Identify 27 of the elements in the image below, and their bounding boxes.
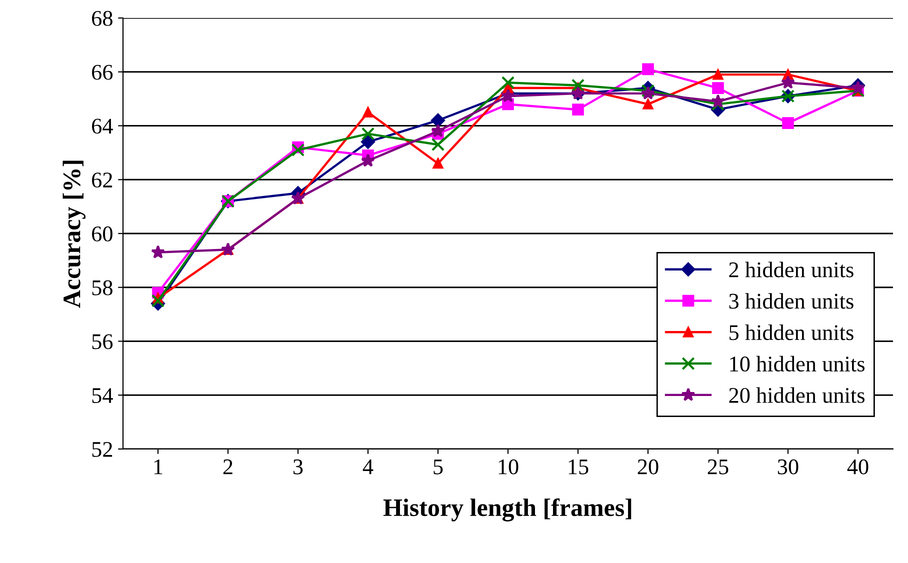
x-tick-label: 4 [362,460,374,474]
x-tick-label: 10 [498,459,518,474]
legend-label: 20 hidden units [729,387,864,403]
y-axis-title: Accuracy [%] [62,160,86,308]
y-tick-label: 66 [92,64,113,80]
y-tick-label: 62 [92,172,112,188]
y-tick-label: 64 [92,118,113,134]
y-tick-label: 68 [92,10,112,26]
y-tick-label: 58 [92,280,112,296]
x-tick-label: 3 [294,459,303,474]
legend-label: 3 hidden units [729,293,854,309]
x-tick-label: 40 [847,459,868,474]
x-axis-title: History length [frames] [383,498,632,522]
y-tick-label: 52 [92,442,112,457]
x-tick-label: 25 [708,459,728,474]
y-tick-label: 56 [92,334,113,350]
legend-label: 2 hidden units [729,262,854,278]
x-tick-label: 20 [638,459,658,474]
y-tick-label: 60 [92,226,112,242]
legend-label: 5 hidden units [730,324,854,340]
x-tick-label: 2 [223,459,232,474]
x-tick-label: 1 [154,459,162,474]
x-tick-label: 15 [568,459,588,474]
x-tick-label: 5 [434,460,443,474]
x-tick-label: 30 [778,459,798,474]
legend-label: 10 hidden units [730,356,864,372]
y-tick-label: 54 [92,388,113,404]
